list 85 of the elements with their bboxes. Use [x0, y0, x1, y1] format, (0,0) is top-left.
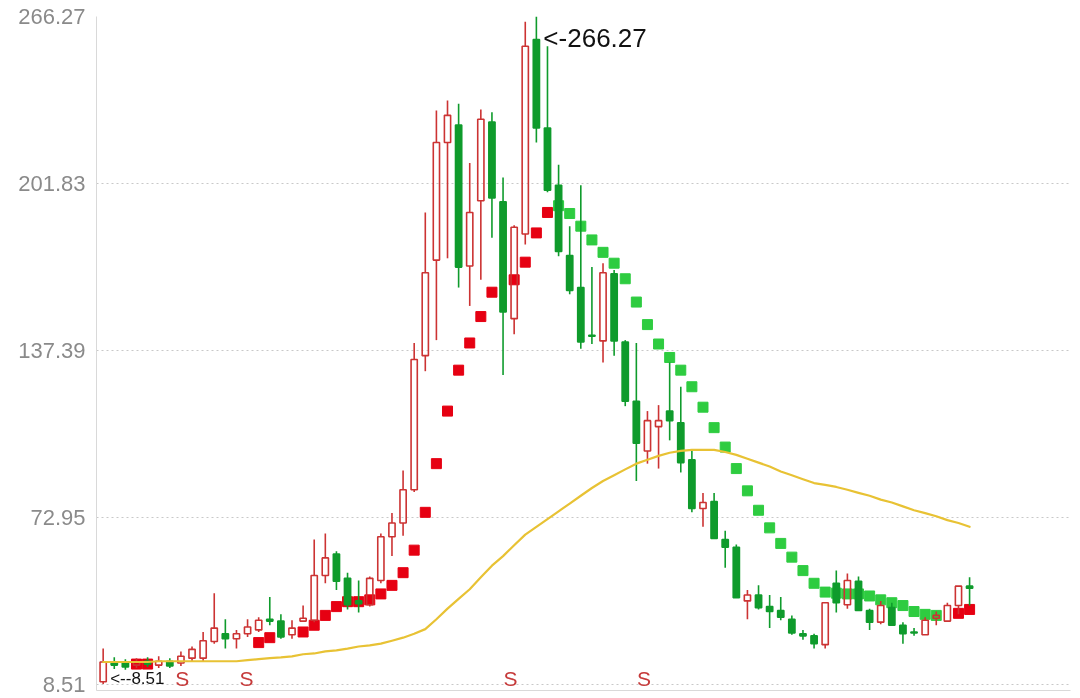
point [897, 600, 909, 612]
candlestick [99, 647, 108, 685]
point [564, 207, 576, 219]
point [486, 286, 498, 298]
y-tick-label: 137.39 [18, 337, 86, 363]
candlestick [421, 211, 430, 372]
point [708, 422, 720, 434]
candlestick [588, 266, 596, 345]
point [253, 637, 265, 649]
candlestick [799, 629, 807, 641]
candlestick [465, 162, 474, 307]
point [597, 246, 609, 258]
point [619, 273, 631, 285]
candlestick [454, 102, 463, 289]
annotation: S [636, 666, 651, 690]
candlestick [521, 21, 530, 246]
point [419, 506, 431, 518]
point [819, 586, 831, 598]
point [775, 537, 787, 549]
point [664, 351, 676, 363]
candlestick [632, 342, 641, 482]
candlestick [599, 262, 607, 364]
y-tick-label: 8.51 [42, 671, 86, 697]
candlestick [721, 529, 730, 569]
point [919, 608, 931, 620]
point [453, 364, 465, 376]
point [464, 337, 476, 349]
point [741, 485, 753, 497]
y-tick-label: 201.83 [18, 170, 86, 196]
candlestick [488, 111, 496, 239]
point [386, 579, 398, 591]
annotation: S [175, 666, 190, 690]
point [675, 364, 687, 376]
annotation: S [503, 666, 518, 690]
point [653, 338, 665, 350]
point [297, 626, 309, 638]
point [864, 590, 876, 602]
point [753, 504, 765, 516]
point [264, 632, 276, 644]
point [319, 609, 331, 621]
point [641, 319, 653, 331]
point [952, 607, 964, 619]
candlestick [399, 469, 407, 537]
candlestick [499, 176, 507, 376]
candlestick [299, 604, 308, 622]
point [519, 256, 531, 268]
annotation: <-266.27 [543, 22, 647, 53]
point [442, 405, 454, 417]
candlestick [699, 492, 707, 528]
annotation: <--8.51 [110, 669, 165, 688]
candlestick [476, 108, 485, 281]
point [786, 551, 798, 563]
point [686, 381, 698, 393]
candlestick [388, 512, 396, 557]
point [375, 588, 387, 600]
point [397, 567, 409, 579]
candlestick [432, 109, 441, 341]
candlestick [821, 601, 830, 650]
y-tick-label: 266.27 [18, 4, 86, 29]
point [697, 401, 709, 413]
candlestick [610, 269, 619, 357]
point [964, 603, 976, 615]
point [808, 577, 820, 589]
candlestick [676, 385, 685, 474]
point [764, 522, 776, 534]
point [408, 544, 420, 556]
point [730, 463, 742, 475]
point [308, 619, 320, 631]
point [630, 296, 642, 308]
point [430, 458, 442, 470]
point [541, 206, 553, 218]
candlestick [288, 619, 296, 640]
point [330, 601, 342, 613]
candlestick [687, 448, 696, 514]
candlestick [710, 492, 719, 540]
point [586, 234, 598, 246]
point [530, 227, 542, 239]
y-tick-label: 72.95 [30, 504, 86, 530]
point [908, 606, 920, 618]
annotation: S [239, 666, 254, 690]
point [608, 257, 620, 269]
point [797, 565, 809, 577]
point [475, 311, 487, 323]
candlestick [210, 592, 219, 645]
point [875, 594, 887, 606]
